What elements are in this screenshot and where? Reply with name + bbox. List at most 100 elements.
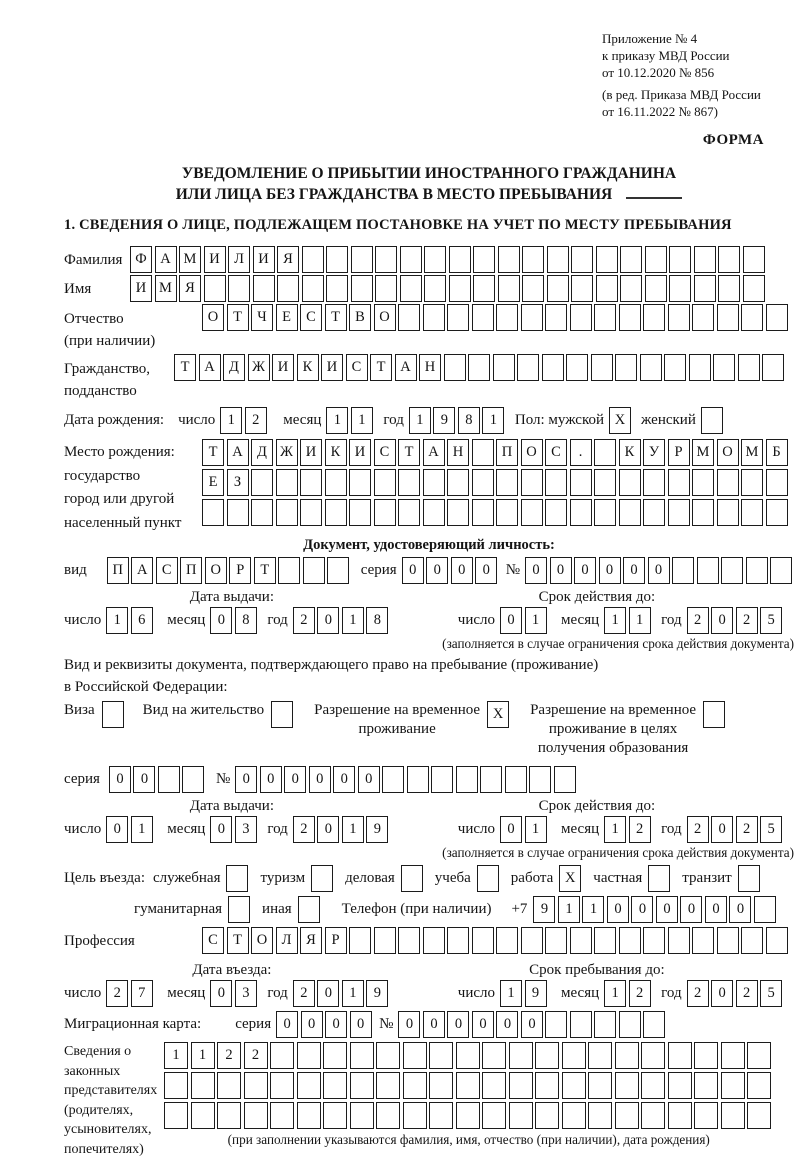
char-box[interactable] (553, 766, 576, 793)
char-box[interactable]: 5 (760, 816, 783, 843)
char-box[interactable] (641, 1072, 665, 1099)
char-box[interactable] (349, 469, 371, 496)
char-box[interactable]: 1 (628, 607, 651, 634)
char-box[interactable] (480, 766, 503, 793)
char-box[interactable] (448, 246, 471, 273)
char-box[interactable] (482, 1072, 506, 1099)
char-box[interactable] (713, 354, 735, 381)
char-box[interactable] (275, 469, 298, 496)
char-box[interactable] (716, 469, 739, 496)
char-box[interactable]: К (618, 439, 641, 466)
char-box[interactable] (545, 1011, 568, 1038)
char-box[interactable] (588, 1102, 612, 1129)
char-box[interactable]: А (198, 354, 221, 381)
char-box[interactable]: 0 (210, 607, 233, 634)
char-box[interactable]: 8 (366, 607, 389, 634)
char-box[interactable]: П (180, 557, 203, 584)
char-box[interactable]: 0 (729, 896, 752, 923)
char-box[interactable]: 5 (760, 607, 783, 634)
char-box[interactable] (672, 557, 694, 584)
char-box[interactable]: Б (765, 439, 788, 466)
char-box[interactable]: Я (179, 275, 201, 302)
char-box[interactable] (669, 275, 691, 302)
char-box[interactable]: Л (228, 246, 250, 273)
char-box[interactable] (447, 499, 469, 526)
char-box[interactable] (716, 304, 739, 331)
char-box[interactable] (716, 499, 739, 526)
char-box[interactable]: С (545, 439, 567, 466)
char-box[interactable]: М (179, 246, 201, 273)
char-box[interactable] (545, 499, 567, 526)
char-box[interactable]: 0 (106, 816, 129, 843)
char-box[interactable] (747, 1042, 771, 1069)
char-box[interactable]: А (394, 354, 417, 381)
char-box[interactable]: 0 (333, 766, 356, 793)
purpose-business-checkbox[interactable] (400, 865, 423, 892)
char-box[interactable] (618, 499, 641, 526)
char-box[interactable] (398, 927, 420, 954)
char-box[interactable] (741, 927, 763, 954)
char-box[interactable]: З (226, 469, 249, 496)
char-box[interactable] (326, 275, 348, 302)
char-box[interactable]: 0 (549, 557, 572, 584)
char-box[interactable] (520, 499, 543, 526)
char-box[interactable] (571, 275, 593, 302)
char-box[interactable] (429, 1072, 453, 1099)
char-box[interactable] (349, 927, 371, 954)
char-box[interactable] (376, 1072, 400, 1099)
char-box[interactable] (349, 1042, 374, 1069)
char-box[interactable] (226, 499, 249, 526)
char-box[interactable]: У (643, 439, 665, 466)
char-box[interactable]: 2 (628, 816, 651, 843)
char-box[interactable] (373, 469, 396, 496)
char-box[interactable] (667, 499, 690, 526)
char-box[interactable] (373, 499, 396, 526)
char-box[interactable] (326, 246, 348, 273)
char-box[interactable] (667, 1072, 692, 1099)
char-box[interactable] (217, 1072, 241, 1099)
char-box[interactable] (275, 499, 298, 526)
temp-residence-checkbox[interactable]: X (487, 701, 510, 728)
char-box[interactable] (243, 1072, 268, 1099)
char-box[interactable] (471, 499, 494, 526)
char-box[interactable]: 9 (366, 816, 389, 843)
char-box[interactable] (277, 275, 299, 302)
char-box[interactable] (742, 246, 765, 273)
char-box[interactable] (251, 499, 273, 526)
char-box[interactable] (667, 1102, 692, 1129)
char-box[interactable] (270, 1072, 294, 1099)
residence-permit-checkbox[interactable] (271, 701, 294, 728)
char-box[interactable] (375, 246, 397, 273)
char-box[interactable] (753, 896, 776, 923)
char-box[interactable] (402, 1072, 427, 1099)
visa-checkbox[interactable] (101, 701, 124, 728)
purpose-official-checkbox[interactable] (226, 865, 249, 892)
char-box[interactable]: И (349, 439, 371, 466)
char-box[interactable]: 1 (220, 407, 243, 434)
char-box[interactable] (455, 1042, 480, 1069)
char-box[interactable] (473, 275, 495, 302)
char-box[interactable] (327, 557, 350, 584)
char-box[interactable] (535, 1042, 559, 1069)
char-box[interactable] (643, 469, 665, 496)
char-box[interactable] (243, 1102, 268, 1129)
char-box[interactable] (641, 1042, 665, 1069)
char-box[interactable] (350, 275, 373, 302)
char-box[interactable] (402, 1042, 427, 1069)
char-box[interactable] (406, 766, 429, 793)
char-box[interactable]: 9 (524, 980, 547, 1007)
char-box[interactable]: О (251, 927, 273, 954)
char-box[interactable]: А (226, 439, 249, 466)
char-box[interactable]: 1 (582, 896, 605, 923)
char-box[interactable]: 0 (317, 816, 340, 843)
char-box[interactable] (399, 246, 422, 273)
char-box[interactable] (448, 275, 471, 302)
char-box[interactable]: 0 (398, 1011, 421, 1038)
char-box[interactable] (694, 1072, 718, 1099)
char-box[interactable] (424, 246, 446, 273)
char-box[interactable] (217, 1102, 241, 1129)
char-box[interactable] (618, 927, 641, 954)
char-box[interactable] (595, 275, 618, 302)
char-box[interactable]: О (716, 439, 739, 466)
char-box[interactable] (270, 1102, 294, 1129)
